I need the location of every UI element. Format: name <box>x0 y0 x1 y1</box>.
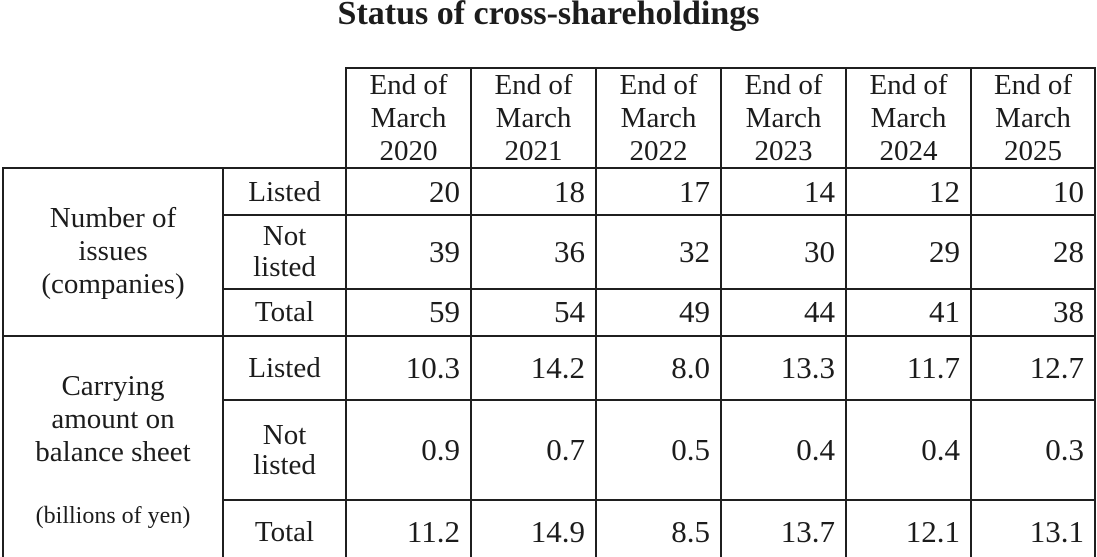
table-corner-spacer <box>3 68 346 169</box>
year-column-header: End of March 2022 <box>595 66 722 170</box>
row-group-label-note: (billions of yen) <box>35 502 191 529</box>
page-title: Status of cross-shareholdings <box>337 0 760 32</box>
value-cell: 49 <box>595 287 722 337</box>
value-cell: 36 <box>470 214 597 290</box>
row-label-listed: Listed <box>222 167 347 217</box>
value-cell: 29 <box>845 214 972 290</box>
value-cell: 0.3 <box>970 398 1096 502</box>
year-column-header: End of March 2021 <box>470 66 597 170</box>
value-cell: 14.9 <box>470 499 597 557</box>
value-cell: 59 <box>345 287 472 337</box>
value-cell: 0.4 <box>720 398 847 502</box>
row-label-not-listed: Not listed <box>222 398 347 502</box>
value-cell: 32 <box>595 214 722 290</box>
value-cell: 11.7 <box>845 334 972 401</box>
row-group-label-carrying-amount: Carrying amount on balance sheet (billio… <box>2 334 224 557</box>
value-cell: 20 <box>345 167 472 217</box>
value-cell: 10.3 <box>345 334 472 401</box>
value-cell: 18 <box>470 167 597 217</box>
row-label-total: Total <box>222 499 347 557</box>
table-row: Number of issues (companies) Listed 20 1… <box>2 167 1096 337</box>
row-group-label-number-of-issues: Number of issues (companies) <box>2 167 224 337</box>
value-cell: 30 <box>720 214 847 290</box>
cross-shareholdings-table: End of March 2020 End of March 2021 End … <box>2 66 1096 557</box>
value-cell: 0.4 <box>845 398 972 502</box>
value-cell: 12.1 <box>845 499 972 557</box>
value-cell: 8.5 <box>595 499 722 557</box>
row-label-not-listed: Not listed <box>222 214 347 290</box>
table-row: Total 11.2 14.9 8.5 13.7 12.1 13.1 <box>3 499 1096 557</box>
value-cell: 0.7 <box>470 398 597 502</box>
table-row: Carrying amount on balance sheet (billio… <box>2 334 1096 557</box>
value-cell: 17 <box>595 167 722 217</box>
table-row: Not listed 39 36 32 30 29 28 <box>3 214 1096 290</box>
value-cell: 14.2 <box>470 334 597 401</box>
value-cell: 13.1 <box>970 499 1096 557</box>
value-cell: 54 <box>470 287 597 337</box>
value-cell: 11.2 <box>345 499 472 557</box>
value-cell: 13.3 <box>720 334 847 401</box>
value-cell: 0.9 <box>345 398 472 502</box>
value-cell: 14 <box>720 167 847 217</box>
header-row: End of March 2020 End of March 2021 End … <box>3 66 1096 170</box>
value-cell: 13.7 <box>720 499 847 557</box>
row-group-label-text: Number of issues (companies) <box>41 202 185 301</box>
table-row: Not listed 0.9 0.7 0.5 0.4 0.4 0.3 <box>3 398 1096 502</box>
year-column-header: End of March 2020 <box>345 66 472 170</box>
row-group-label-text: Carrying amount on balance sheet <box>35 369 191 468</box>
value-cell: 39 <box>345 214 472 290</box>
table-row: Total 59 54 49 44 41 38 <box>3 287 1096 337</box>
row-label-listed: Listed <box>222 334 347 401</box>
value-cell: 12 <box>845 167 972 217</box>
value-cell: 28 <box>970 214 1096 290</box>
year-column-header: End of March 2024 <box>845 66 972 170</box>
value-cell: 10 <box>970 167 1096 217</box>
year-column-header: End of March 2025 <box>970 66 1096 170</box>
value-cell: 38 <box>970 287 1096 337</box>
value-cell: 0.5 <box>595 398 722 502</box>
row-label-total: Total <box>222 287 347 337</box>
year-column-header: End of March 2023 <box>720 66 847 170</box>
value-cell: 8.0 <box>595 334 722 401</box>
value-cell: 44 <box>720 287 847 337</box>
value-cell: 12.7 <box>970 334 1096 401</box>
value-cell: 41 <box>845 287 972 337</box>
